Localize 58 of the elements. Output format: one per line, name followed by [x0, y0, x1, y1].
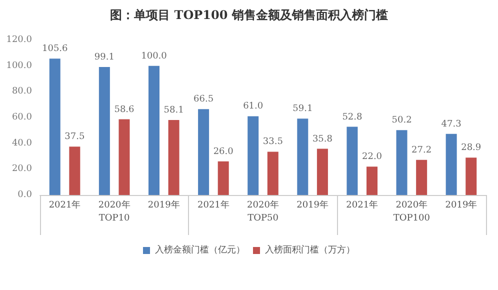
y-tick-label: 120.0	[6, 35, 32, 45]
legend-label: 入榜面积门槛（万方）	[265, 244, 355, 256]
text: TOP50	[248, 214, 279, 224]
bar	[69, 146, 80, 195]
data-label: 58.1	[164, 105, 184, 116]
x-tick-label: 2019年	[445, 200, 478, 210]
bar	[416, 160, 428, 195]
data-label: 28.9	[461, 143, 482, 154]
x-tick-label: 2020年	[247, 200, 279, 210]
chart-title: 图：单项目 TOP100 销售金额及销售面积入榜门槛	[110, 8, 388, 22]
bar	[396, 130, 408, 195]
y-tick-label: 20.0	[12, 164, 32, 174]
bar	[466, 158, 477, 195]
data-label: 37.5	[64, 132, 85, 142]
text: TOP100	[393, 214, 430, 224]
data-label: 27.2	[412, 145, 432, 156]
x-tick-label: 2019年	[296, 200, 329, 210]
x-tick-label: 2020年	[98, 200, 130, 210]
bar	[148, 66, 160, 195]
data-label: 35.8	[312, 134, 333, 144]
x-tick-label: 2021年	[346, 200, 378, 210]
data-label: 33.5	[262, 137, 284, 148]
data-label: 26.0	[213, 146, 234, 157]
legend-label: 入榜金额门槛（亿元）	[155, 244, 245, 256]
data-label: 99.1	[94, 52, 114, 62]
bar	[218, 161, 229, 195]
bar	[316, 148, 328, 195]
data-label: 50.2	[392, 116, 412, 126]
x-tick-label: 2021年	[48, 200, 81, 210]
data-label: 100.0	[141, 51, 168, 62]
y-tick-label: 100.0	[6, 60, 32, 71]
data-label: 52.8	[342, 112, 362, 122]
data-label: 22.0	[362, 152, 382, 162]
bar	[98, 66, 110, 195]
data-label: 61.0	[243, 102, 264, 112]
data-label: 105.6	[42, 44, 68, 54]
y-tick-label: 0.0	[18, 190, 32, 200]
y-tick-label: 40.0	[12, 138, 32, 148]
bar	[346, 126, 358, 195]
data-label: 47.3	[441, 119, 462, 130]
x-tick-label: 2020年	[396, 200, 428, 210]
bar	[118, 119, 130, 195]
x-tick-label: 2019年	[148, 200, 180, 210]
bar	[446, 134, 457, 195]
data-label: 66.5	[194, 94, 214, 105]
bar	[49, 58, 60, 195]
x-tick-label: 2021年	[197, 200, 230, 210]
bar	[198, 109, 210, 195]
bar	[297, 118, 308, 195]
data-label: 59.1	[292, 104, 313, 114]
bar	[168, 120, 180, 195]
bar	[248, 116, 259, 195]
bar	[267, 152, 278, 195]
y-tick-label: 80.0	[12, 86, 32, 97]
y-tick-label: 60.0	[12, 112, 32, 122]
data-label: 58.6	[114, 104, 135, 115]
bar	[366, 166, 378, 195]
text: TOP10	[98, 214, 130, 224]
